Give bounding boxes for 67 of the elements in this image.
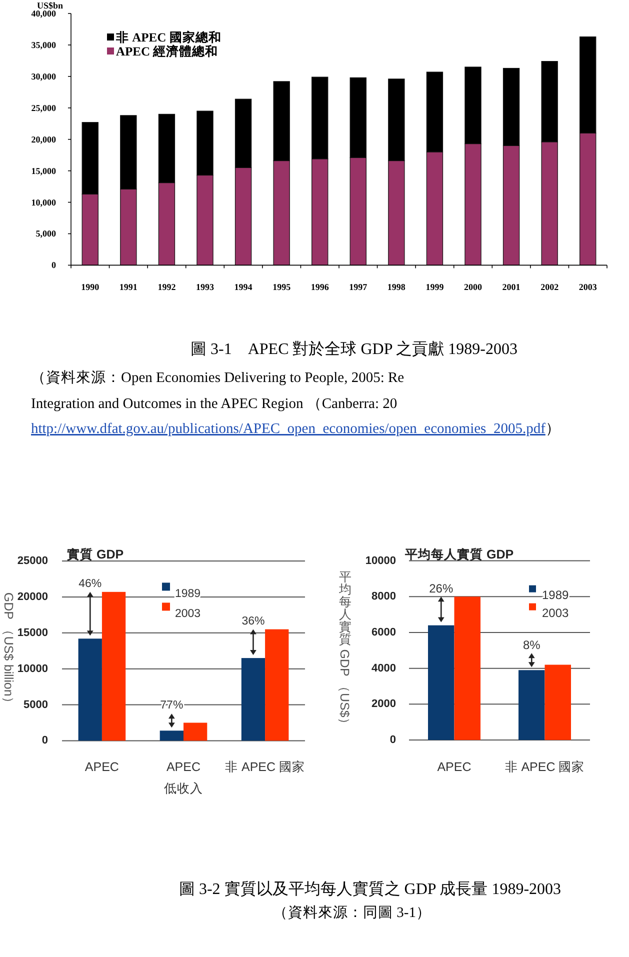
x-tick-label: 2001	[502, 282, 521, 292]
y-tick-label: 0	[390, 734, 396, 746]
caption: 圖 3-1 APEC 對於全球 GDP 之貢獻 1989-2003	[190, 340, 518, 358]
y-tick-label: 4000	[372, 662, 396, 674]
x-tick-label: 非 APEC 國家	[225, 759, 306, 774]
y-tick-label: 8000	[372, 590, 396, 603]
text: （資料來源：Open Economies Delivering to People, 2005: Re	[31, 369, 404, 386]
y-tick-label: 30,000	[31, 71, 56, 82]
y-tick-label: 15,000	[31, 166, 56, 176]
y-tick-label: 25,000	[31, 102, 56, 113]
bar	[428, 625, 454, 740]
y-tick-label: 20,000	[31, 134, 56, 144]
x-tick-label: 1999	[426, 282, 444, 292]
y-tick-label: 25000	[17, 555, 48, 567]
y-tick-label: 2000	[372, 698, 396, 710]
bar	[102, 592, 126, 741]
x-tick-label: 1994	[234, 282, 253, 292]
x-tick-label: 1990	[81, 282, 100, 292]
text: Integration and Outcomes in the APEC Region （Canberra: 20	[31, 396, 398, 412]
x-tick-label: 2000	[464, 282, 482, 292]
x-tick-label: 1997	[349, 282, 368, 292]
x-tick-label: APEC	[437, 760, 472, 774]
x-tick-label: 1992	[158, 282, 176, 292]
legend-label: 非 APEC 國家總和	[115, 30, 222, 44]
annotation: 36%	[242, 615, 265, 628]
chart-title: 實質 GDP	[67, 546, 124, 562]
y-tick-label: 0	[52, 260, 56, 270]
bar	[265, 629, 289, 741]
y-tick-label: 10000	[17, 662, 48, 675]
legend-label: 2003	[175, 608, 201, 620]
y-tick-label: 40,000	[31, 8, 56, 18]
x-tick-label: 2003	[578, 282, 598, 292]
x-tick-label: 1996	[310, 282, 330, 292]
x-tick-label: 1998	[387, 282, 406, 292]
legend-label: APEC 經濟體總和	[116, 44, 218, 58]
x-tick-label: 2002	[540, 282, 560, 292]
y-tick-label: 6000	[372, 626, 396, 638]
annotation: 8%	[522, 638, 541, 652]
y-tick-label: 5000	[24, 698, 48, 711]
y-axis-title: US$bn	[36, 0, 64, 10]
x-tick-label: 非 APEC 國家	[504, 759, 585, 774]
bar	[241, 658, 266, 741]
x-tick-label: 1991	[119, 282, 138, 292]
text: （資料來源：同圖 3-1）	[273, 904, 431, 921]
bar	[184, 722, 208, 741]
caption: 圖 3-2 實質以及平均每人實質之 GDP 成長量 1989-2003	[178, 880, 562, 898]
annotation: 26%	[429, 582, 454, 596]
bar	[518, 670, 545, 740]
y-tick-label: 35,000	[31, 40, 56, 50]
legend-label: 2003	[542, 606, 570, 620]
y-tick-label: 10000	[365, 554, 396, 567]
y-tick-label: 10,000	[31, 197, 56, 208]
x-tick-label: 1995	[272, 282, 292, 292]
y-tick-label: 5,000	[36, 228, 56, 239]
chart-title: 平均每人實質 GDP	[404, 546, 514, 562]
text: http://www.dfat.gov.au/publications/APEC_open_economies/open_economies_2005.pdf）	[31, 421, 560, 437]
bar	[160, 730, 184, 741]
y-tick-label: 15000	[17, 626, 48, 639]
y-tick-label: 0	[42, 734, 48, 747]
annotation: 46%	[78, 578, 102, 590]
x-tick-label: 1993	[196, 282, 214, 292]
x-tick-label: APEC	[84, 760, 119, 774]
x-tick-label: APEC 低收入	[164, 760, 203, 796]
y-tick-label: 20000	[17, 590, 48, 603]
bar	[544, 664, 571, 740]
bar	[454, 596, 480, 740]
bar	[78, 638, 102, 741]
